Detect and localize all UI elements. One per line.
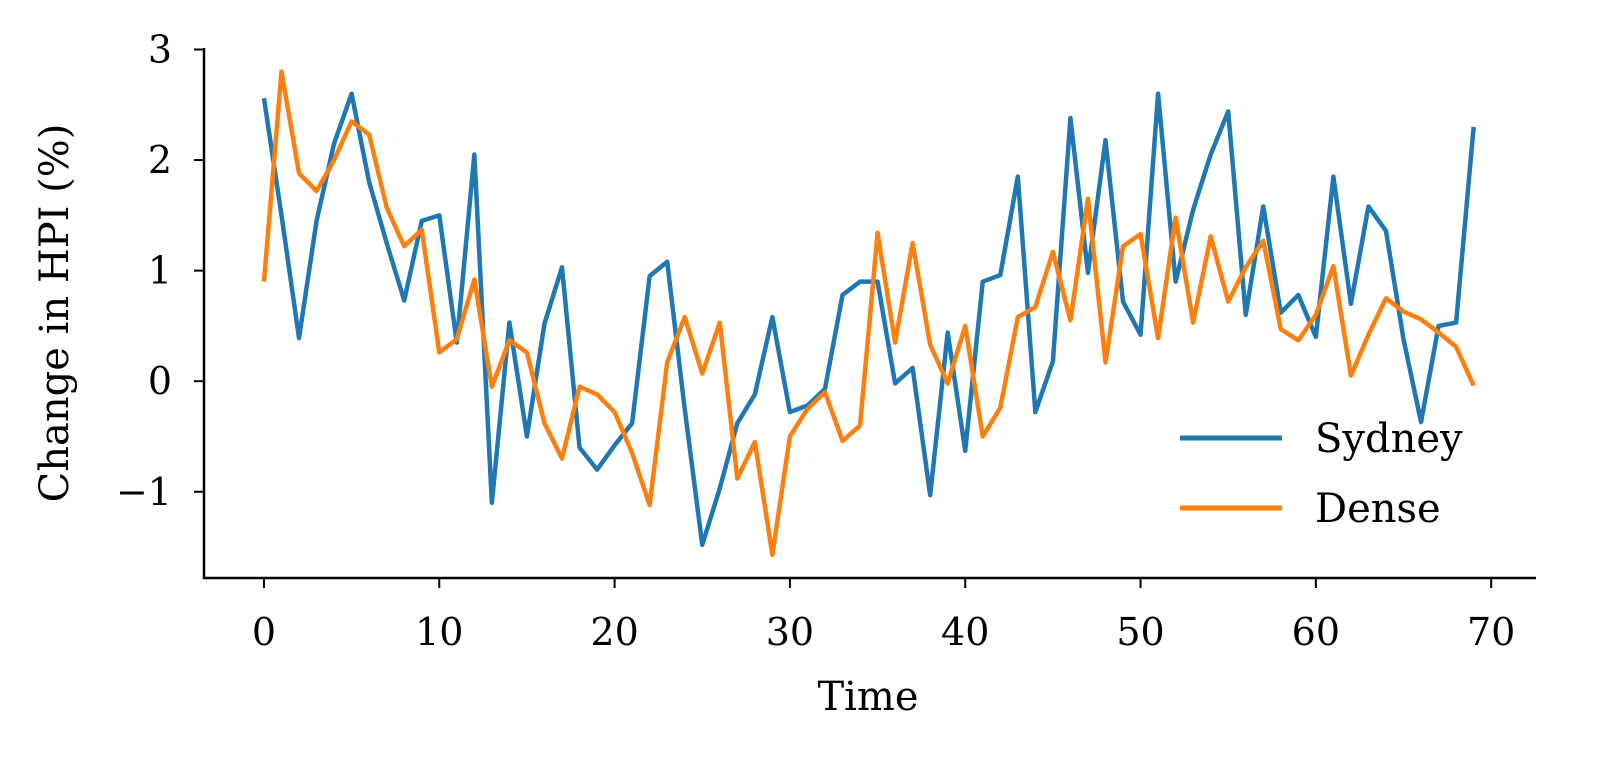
ticks-layer: 0 10 20 30 40 50 60 70 −1 0 1 2 3 xyxy=(116,28,1515,655)
series-layer xyxy=(261,69,1476,558)
y-tick-label: 2 xyxy=(148,138,172,182)
x-axis-label: Time xyxy=(817,674,918,720)
y-tick-label: 1 xyxy=(148,249,172,293)
x-tick-label: 50 xyxy=(1116,610,1164,654)
legend: Sydney Dense xyxy=(1180,416,1463,532)
x-tick-label: 70 xyxy=(1467,610,1515,654)
legend-label-dense: Dense xyxy=(1315,486,1441,532)
x-tick-label: 60 xyxy=(1292,610,1340,654)
y-tick-label: −1 xyxy=(116,470,172,514)
legend-label-sydney: Sydney xyxy=(1315,416,1463,462)
y-tick-label: 0 xyxy=(148,359,172,403)
x-tick-label: 10 xyxy=(415,610,463,654)
y-tick-label: 3 xyxy=(148,28,172,72)
x-tick-label: 40 xyxy=(941,610,989,654)
series-line-dense xyxy=(261,69,1476,558)
x-tick-label: 0 xyxy=(252,610,276,654)
y-axis-label: Change in HPI (%) xyxy=(32,124,78,503)
x-tick-label: 20 xyxy=(590,610,638,654)
x-tick-label: 30 xyxy=(766,610,814,654)
series-line-sydney xyxy=(261,91,1476,548)
